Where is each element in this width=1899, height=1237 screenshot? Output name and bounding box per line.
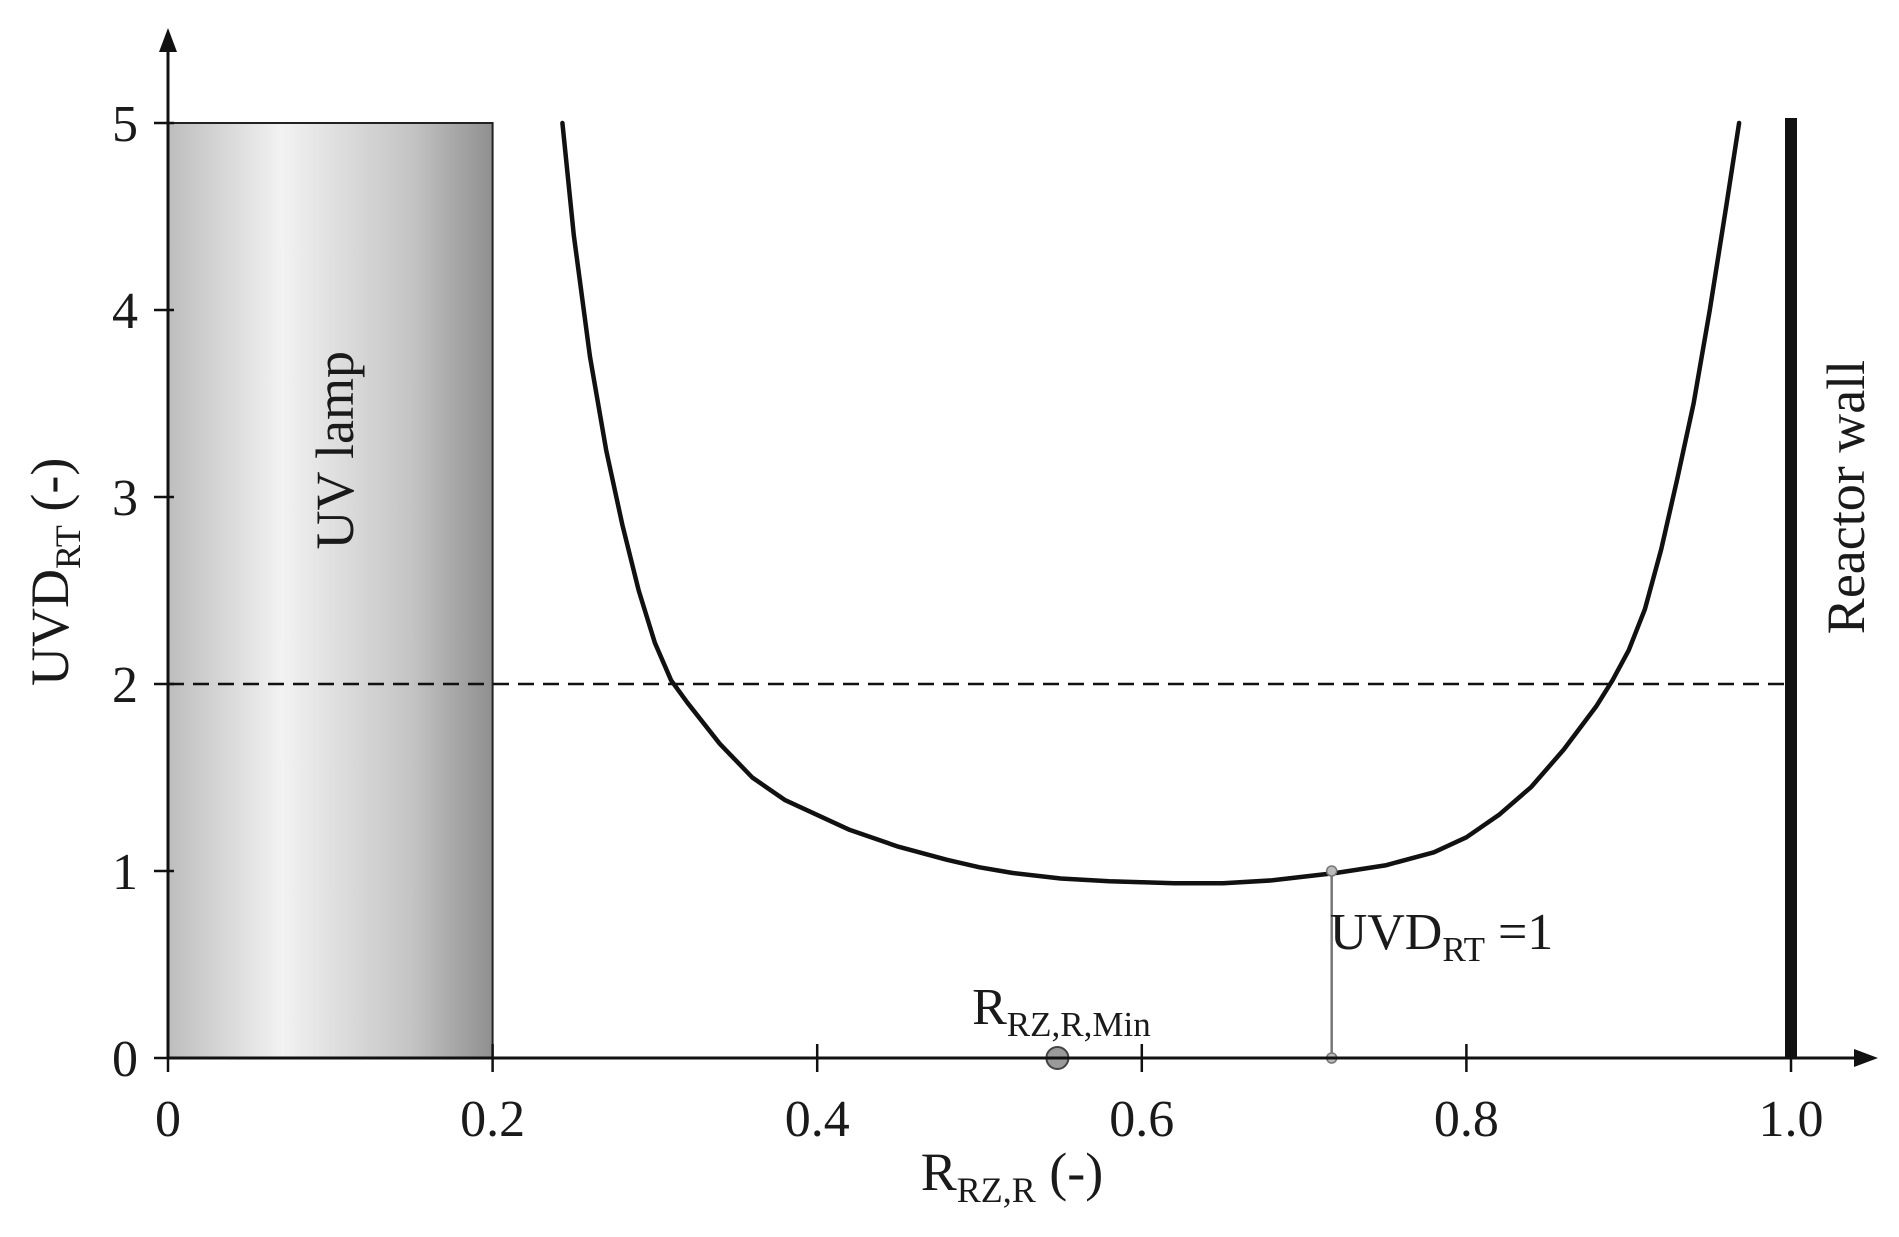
ticks-layer	[154, 121, 1793, 1072]
y-tick-label: 4	[112, 283, 138, 340]
y-axis-title-sub: RT	[48, 525, 88, 569]
y-tick-label: 5	[112, 96, 138, 153]
uvd-rt-1-point-top	[1325, 865, 1338, 877]
y-axis-title-suffix: (-)	[20, 458, 80, 525]
axes-layer	[159, 28, 1878, 1067]
r-rz-min-label-main: R	[972, 979, 1007, 1036]
reactor-wall-label-main: Reactor wall	[1816, 360, 1876, 634]
y-axis-arrow	[159, 28, 177, 52]
x-axis-title-sub: RZ,R	[957, 1170, 1036, 1210]
uvd-rt-1-label-sub: RT	[1442, 930, 1485, 969]
uvd-rt-1-label: UVDRT =1	[1330, 904, 1554, 969]
y-tick-label: 1	[112, 844, 138, 901]
x-axis-title-main: R	[921, 1142, 957, 1202]
r-rz-min-label: RRZ,R,Min	[972, 979, 1151, 1044]
x-tick-label: 0	[155, 1091, 181, 1148]
series-layer	[560, 120, 1742, 886]
y-axis-title: UVDRT (-)	[20, 458, 88, 686]
uvd-rt-1-label-main: UVD	[1330, 904, 1443, 961]
uvd-rt-1-label-suffix: =1	[1485, 904, 1553, 961]
regions-layer	[167, 122, 494, 1059]
x-tick-label: 0.2	[460, 1091, 525, 1148]
uv-lamp-region	[167, 122, 494, 1059]
uv-lamp-label: UV lamp	[305, 351, 365, 550]
uvd-curve	[560, 120, 1742, 886]
y-tick-label: 2	[112, 657, 138, 714]
y-tick-label: 3	[112, 470, 138, 527]
x-tick-label: 0.6	[1109, 1091, 1174, 1148]
r-rz-min-label-sub: RZ,R,Min	[1007, 1005, 1151, 1044]
reactor-wall-label: Reactor wall	[1816, 360, 1876, 634]
y-axis-title-main: UVD	[20, 569, 80, 686]
uv-lamp-label-main: UV lamp	[305, 351, 365, 550]
x-axis-arrow	[1854, 1049, 1878, 1067]
x-tick-label: 0.4	[785, 1091, 850, 1148]
x-tick-label: 0.8	[1434, 1091, 1499, 1148]
x-axis-title-suffix: (-)	[1036, 1142, 1103, 1202]
y-tick-label: 0	[112, 1031, 138, 1088]
x-tick-label: 1.0	[1759, 1091, 1824, 1148]
x-axis-title: RRZ,R (-)	[921, 1142, 1103, 1210]
